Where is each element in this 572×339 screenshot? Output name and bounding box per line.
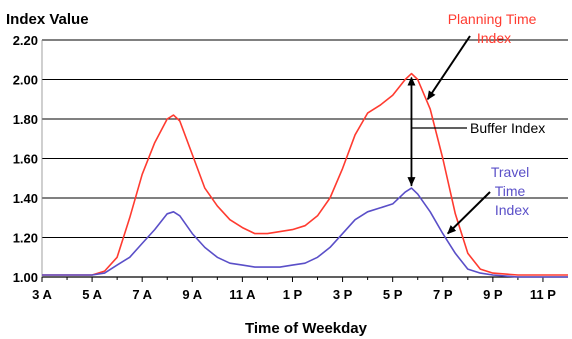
grid-lines xyxy=(41,39,568,278)
annotation-planning-line-2: Index xyxy=(477,30,511,46)
x-tick-label: 5 A xyxy=(82,287,102,302)
y-tick-label: 1.60 xyxy=(13,152,38,167)
annotation-planning-time-index: Planning Time Index xyxy=(448,11,541,46)
x-tick-label: 5 P xyxy=(383,287,403,302)
y-tick-label: 1.80 xyxy=(13,112,38,127)
x-axis-ticks xyxy=(41,277,544,282)
x-tick-label: 3 P xyxy=(333,287,353,302)
x-tick-label: 11 A xyxy=(229,287,256,302)
annotation-travel-line-2: Time xyxy=(495,183,526,199)
annotation-travel-line-3: Index xyxy=(495,202,529,218)
x-tick-label: 3 A xyxy=(32,287,52,302)
planning-arrow xyxy=(426,35,471,101)
y-axis-tick-labels: 1.00 1.20 1.40 1.60 1.80 2.00 2.20 xyxy=(13,33,38,285)
y-tick-label: 1.20 xyxy=(13,231,38,246)
series-line-1 xyxy=(42,187,568,278)
annotation-travel-time-index: Travel Time Index xyxy=(491,164,533,218)
y-tick-label: 1.00 xyxy=(13,270,38,285)
x-tick-label: 9 A xyxy=(182,287,202,302)
annotation-buffer-label: Buffer Index xyxy=(470,120,545,136)
y-axis-title: Index Value xyxy=(6,11,89,28)
svg-text:Planning Time Index: Planning Time Index xyxy=(448,11,541,46)
series-lines xyxy=(42,72,568,278)
x-tick-label: 9 P xyxy=(483,287,503,302)
x-tick-label: 7 P xyxy=(433,287,453,302)
series-line-0 xyxy=(42,72,568,276)
y-tick-label: 1.40 xyxy=(13,191,38,206)
x-tick-label: 7 A xyxy=(132,287,152,302)
annotation-travel-line-1: Travel xyxy=(491,164,529,180)
x-axis-title: Time of Weekday xyxy=(245,320,368,337)
travel-arrow xyxy=(447,191,491,235)
x-tick-label: 1 P xyxy=(283,287,303,302)
x-tick-label: 11 P xyxy=(530,287,556,302)
y-tick-label: 2.00 xyxy=(13,73,38,88)
y-tick-label: 2.20 xyxy=(13,33,38,48)
annotation-arrows xyxy=(407,35,491,235)
annotation-buffer-index: Buffer Index xyxy=(470,120,545,136)
svg-text:Travel Time Index: Travel Time Index xyxy=(491,164,533,218)
x-axis-tick-labels: 3 A 5 A 7 A 9 A 11 A 1 P 3 P 5 P 7 P 9 P 11 P xyxy=(32,287,556,302)
annotation-planning-line-1: Planning Time xyxy=(448,11,537,27)
